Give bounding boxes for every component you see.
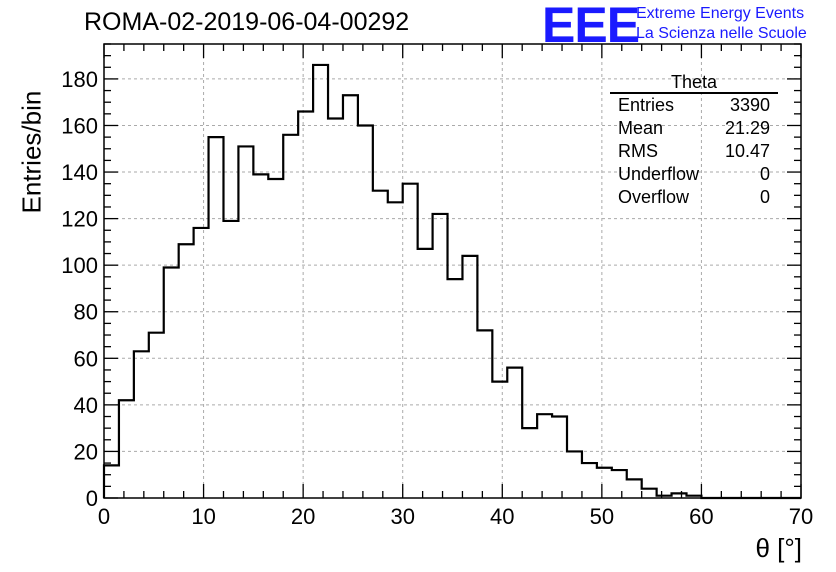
x-tick-label: 10 xyxy=(191,504,215,529)
logo-line-1: Extreme Energy Events xyxy=(636,5,805,22)
stats-row-underflow: Underflow 0 xyxy=(610,163,778,186)
stats-value: 10.47 xyxy=(724,141,770,161)
y-tick-label: 140 xyxy=(61,160,98,185)
y-tick-label: 100 xyxy=(61,253,98,278)
y-tick-label: 180 xyxy=(61,67,98,92)
stats-label: RMS xyxy=(618,141,658,161)
stats-row-mean: Mean 21.29 xyxy=(610,117,778,140)
stats-row-overflow: Overflow 0 xyxy=(610,186,778,209)
y-tick-label: 80 xyxy=(74,300,98,325)
stats-box: Theta Entries 3390 Mean 21.29 RMS 10.47 … xyxy=(610,72,778,209)
y-tick-label: 160 xyxy=(61,113,98,138)
y-tick-label: 0 xyxy=(86,486,98,511)
x-tick-label: 50 xyxy=(590,504,614,529)
x-axis-label: θ [°] xyxy=(755,533,802,563)
y-tick-label: 120 xyxy=(61,207,98,232)
x-tick-label: 0 xyxy=(98,504,110,529)
plot-frame xyxy=(103,43,802,499)
stats-value: 0 xyxy=(759,164,770,184)
logo-line-2: La Scienza nelle Scuole xyxy=(636,25,807,42)
chart-title: ROMA-02-2019-06-04-00292 xyxy=(84,8,410,36)
stats-value: 21.29 xyxy=(724,118,770,138)
y-tick-label: 20 xyxy=(74,439,98,464)
y-axis-label: Entries/bin xyxy=(16,90,47,214)
stats-label: Entries xyxy=(618,95,675,115)
stats-row-rms: RMS 10.47 xyxy=(610,140,778,163)
y-tick-label: 60 xyxy=(74,346,98,371)
stats-label: Mean xyxy=(618,118,664,138)
histogram-line xyxy=(102,63,801,500)
stats-title: Theta xyxy=(610,72,778,94)
eee-logo: EEE xyxy=(542,0,640,53)
x-tick-label: 40 xyxy=(490,504,514,529)
axis-ticks xyxy=(103,43,802,499)
stats-value: 0 xyxy=(759,187,770,207)
stats-label: Underflow xyxy=(618,164,700,184)
stats-label: Overflow xyxy=(618,187,690,207)
x-tick-label: 70 xyxy=(789,504,813,529)
grid-lines xyxy=(104,44,801,498)
y-tick-label: 40 xyxy=(74,393,98,418)
stats-value: 3390 xyxy=(729,95,770,115)
x-tick-label: 20 xyxy=(291,504,315,529)
x-tick-label: 60 xyxy=(689,504,713,529)
x-tick-label: 30 xyxy=(390,504,414,529)
stats-row-entries: Entries 3390 xyxy=(610,94,778,117)
tick-labels: 0 10 20 30 40 50 60 70 0 20 40 60 80 100 120 140 160 180 xyxy=(61,67,813,529)
